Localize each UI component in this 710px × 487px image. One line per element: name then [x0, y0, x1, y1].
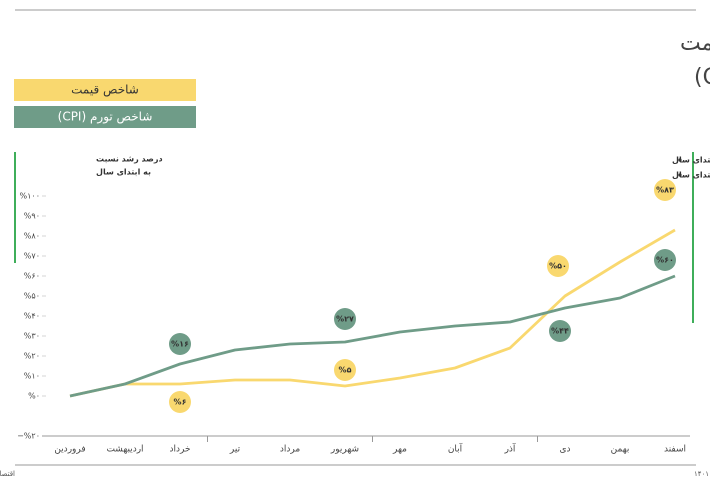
- data-label: %۵: [339, 366, 352, 375]
- x-tick-label: تیر: [229, 445, 241, 455]
- y-tick-label: %۴۰: [24, 312, 40, 321]
- x-tick-label: آذر: [504, 443, 516, 455]
- data-label: %۵۰: [549, 262, 567, 271]
- y-tick-label: %۳۰: [24, 332, 40, 341]
- data-label-badge: [654, 179, 676, 201]
- data-label: %۱۶: [171, 340, 189, 349]
- legend-label: شاخص قیمت: [71, 83, 139, 98]
- y-tick-label: %۱۰: [24, 372, 40, 381]
- x-tick-label: شهریور: [330, 445, 359, 455]
- axis-title: درصد رشد نسبت: [96, 155, 163, 164]
- y-tick-label: %۹۰: [24, 212, 40, 221]
- data-label-badge: [549, 320, 571, 342]
- y-tick-label: %۱۰۰: [20, 192, 41, 201]
- x-tick-label: مرداد: [280, 445, 300, 455]
- footer: کارنامه خودرو ۱۴۰۱: [694, 470, 710, 478]
- footer: اقتصاد خودرو و روندهای بازار | گزارش سال…: [0, 469, 15, 478]
- x-tick-label: بهمن: [611, 445, 630, 455]
- chart-title: مقایسه رشد شاخص قیمت: [680, 31, 710, 56]
- y-tick-label: %۰: [28, 392, 40, 401]
- data-label-badge: [547, 255, 569, 277]
- note: افزایش ۶۰ درصدی شاخص تورم نسبت به ابتدای…: [672, 171, 710, 181]
- x-tick-label: فروردین: [54, 445, 85, 455]
- data-label-badge: [334, 308, 356, 330]
- y-tick-label: %۶۰: [24, 272, 40, 281]
- series-line: [69, 274, 676, 398]
- x-tick-label: آبان: [448, 443, 463, 455]
- data-label-badge: [654, 249, 676, 271]
- x-tick-label: مهر: [392, 445, 407, 455]
- y-tick-label: %۷۰: [24, 252, 40, 261]
- data-label-badge: [169, 391, 191, 413]
- data-label: %۶: [174, 398, 187, 407]
- data-label-badge: [169, 333, 191, 355]
- x-tick-label: اسفند: [664, 445, 686, 455]
- series-line: [69, 228, 676, 398]
- axis-title: به ابتدای سال: [96, 168, 151, 177]
- data-label: %۶۰: [656, 256, 674, 265]
- bullet: [678, 158, 682, 162]
- data-label: %۲۷: [336, 315, 354, 324]
- x-tick-label: اردیبهشت: [106, 445, 143, 455]
- bullet: [678, 173, 682, 177]
- data-label-badge: [334, 359, 356, 381]
- legend-swatch: [14, 106, 196, 128]
- data-label: %۸۳: [656, 186, 674, 195]
- data-label: %۴۴: [551, 327, 569, 336]
- y-tick-label: %۵۰: [24, 292, 40, 301]
- note: افزایش ۸۳ درصدی شاخص قیمت خودرو نسبت به …: [672, 156, 710, 166]
- y-tick-label: −%۲۰: [17, 432, 40, 441]
- x-tick-label: دی: [559, 445, 570, 455]
- y-tick-label: %۲۰: [24, 352, 40, 361]
- y-tick-label: %۸۰: [24, 232, 40, 241]
- chart-title: خودرو و شاخص تورم (CPI): [694, 65, 710, 90]
- legend-swatch: [14, 79, 196, 101]
- x-tick-label: خرداد: [169, 445, 190, 455]
- legend-label: شاخص تورم (CPI): [58, 110, 153, 125]
